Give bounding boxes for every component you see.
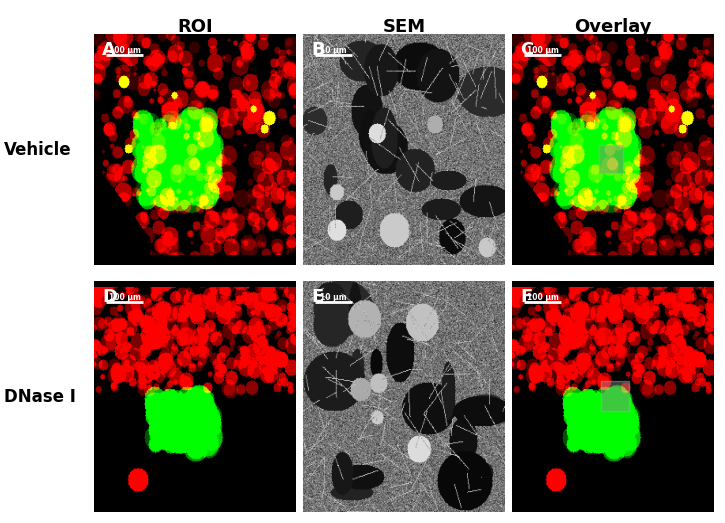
- Text: 100 μm: 100 μm: [526, 293, 558, 302]
- Text: 100 μm: 100 μm: [526, 46, 558, 54]
- Text: D: D: [102, 288, 117, 306]
- Bar: [599, 145, 624, 173]
- Text: 100 μm: 100 μm: [109, 293, 141, 302]
- Text: SEM: SEM: [383, 18, 426, 36]
- Text: F: F: [521, 288, 533, 306]
- Text: C: C: [521, 41, 534, 59]
- Text: 10 μm: 10 μm: [320, 46, 347, 54]
- Bar: [601, 381, 629, 411]
- Text: A: A: [102, 41, 116, 59]
- Text: 100 μm: 100 μm: [109, 46, 141, 54]
- Text: 10 μm: 10 μm: [320, 293, 347, 302]
- Text: Vehicle: Vehicle: [4, 141, 71, 158]
- Text: Overlay: Overlay: [574, 18, 652, 36]
- Text: E: E: [311, 288, 323, 306]
- Text: DNase I: DNase I: [4, 388, 75, 406]
- Text: B: B: [311, 41, 325, 59]
- Text: ROI: ROI: [178, 18, 213, 36]
